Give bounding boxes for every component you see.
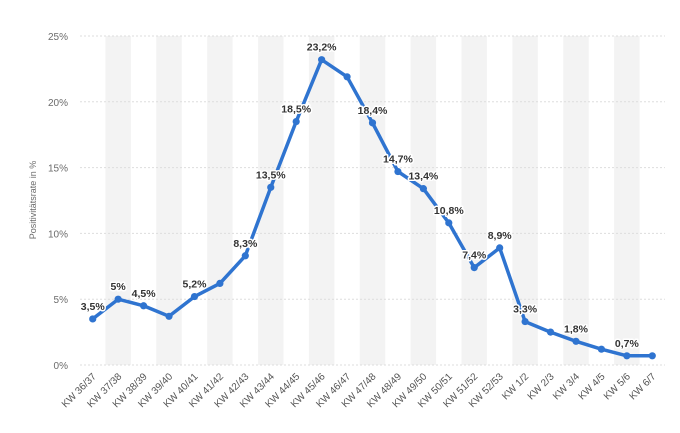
data-point [368, 119, 377, 127]
column-band [563, 36, 589, 365]
data-label: 3,5% [81, 301, 106, 313]
x-tick-label: KW 5/6 [602, 371, 633, 402]
column-band [614, 36, 640, 365]
data-label: 3,3% [513, 304, 538, 316]
data-point [648, 352, 656, 360]
y-tick-label: 10% [48, 229, 68, 240]
data-label: 0,7% [615, 338, 640, 350]
column-band [258, 36, 284, 365]
data-point [623, 352, 631, 360]
data-label: 10,8% [434, 205, 464, 217]
data-point [216, 279, 224, 288]
data-point [114, 295, 122, 303]
data-label: 23,2% [307, 42, 337, 54]
column-band [359, 36, 386, 365]
data-point [419, 185, 427, 193]
x-tick-label: KW 4/5 [577, 371, 608, 402]
y-tick-label: 20% [48, 98, 68, 109]
data-label: 4,5% [132, 288, 157, 300]
y-tick-label: 25% [48, 32, 68, 43]
y-tick-label: 5% [54, 295, 69, 306]
data-point [572, 337, 580, 345]
column-band [461, 36, 487, 365]
data-point [394, 167, 402, 176]
data-label: 5,2% [182, 279, 207, 291]
data-point [292, 117, 300, 126]
data-point [139, 302, 148, 310]
data-label: 13,5% [256, 169, 286, 181]
data-point [343, 73, 351, 81]
data-labels: 3,5% 5% 4,5% 5,2% 8,3% 13,5% 18,5% 23,2% 18,4% 14… [79, 40, 641, 351]
data-label: 7,4% [462, 250, 487, 262]
data-point [470, 264, 478, 272]
data-point [318, 56, 326, 64]
data-points [89, 56, 656, 360]
data-point [190, 292, 199, 301]
data-point [165, 312, 173, 320]
data-label: 8,9% [488, 230, 513, 242]
gridlines [80, 35, 665, 366]
data-label: 14,7% [383, 154, 413, 166]
column-band [512, 36, 538, 365]
y-axis-label: Positivitätsrate in % [28, 161, 38, 240]
column-band [105, 36, 131, 365]
data-label: 8,3% [233, 238, 258, 250]
data-point [89, 315, 97, 323]
column-band [207, 36, 233, 365]
data-point [597, 345, 606, 353]
data-point [496, 244, 504, 252]
x-tick-label: KW 6/7 [627, 371, 658, 402]
data-point [241, 252, 249, 260]
column-bands [105, 36, 640, 365]
y-tick-label: 0% [54, 361, 69, 372]
x-tick-label: KW 2/3 [526, 371, 557, 402]
y-tick-label: 15% [48, 164, 68, 175]
data-point [445, 219, 453, 227]
data-point [521, 317, 529, 326]
data-point [267, 183, 275, 191]
x-tick-label: KW 3/4 [551, 371, 582, 402]
y-axis-ticks: 0% 5% 10% 15% 20% 25% [48, 32, 68, 372]
data-label: 18,4% [358, 105, 388, 117]
data-label: 1,8% [564, 323, 589, 335]
data-label: 5% [111, 281, 127, 293]
data-point [546, 328, 555, 336]
data-label: 18,5% [281, 104, 311, 116]
data-label: 13,4% [408, 171, 438, 183]
x-tick-label: KW 1/2 [500, 371, 531, 402]
column-band [308, 36, 335, 365]
